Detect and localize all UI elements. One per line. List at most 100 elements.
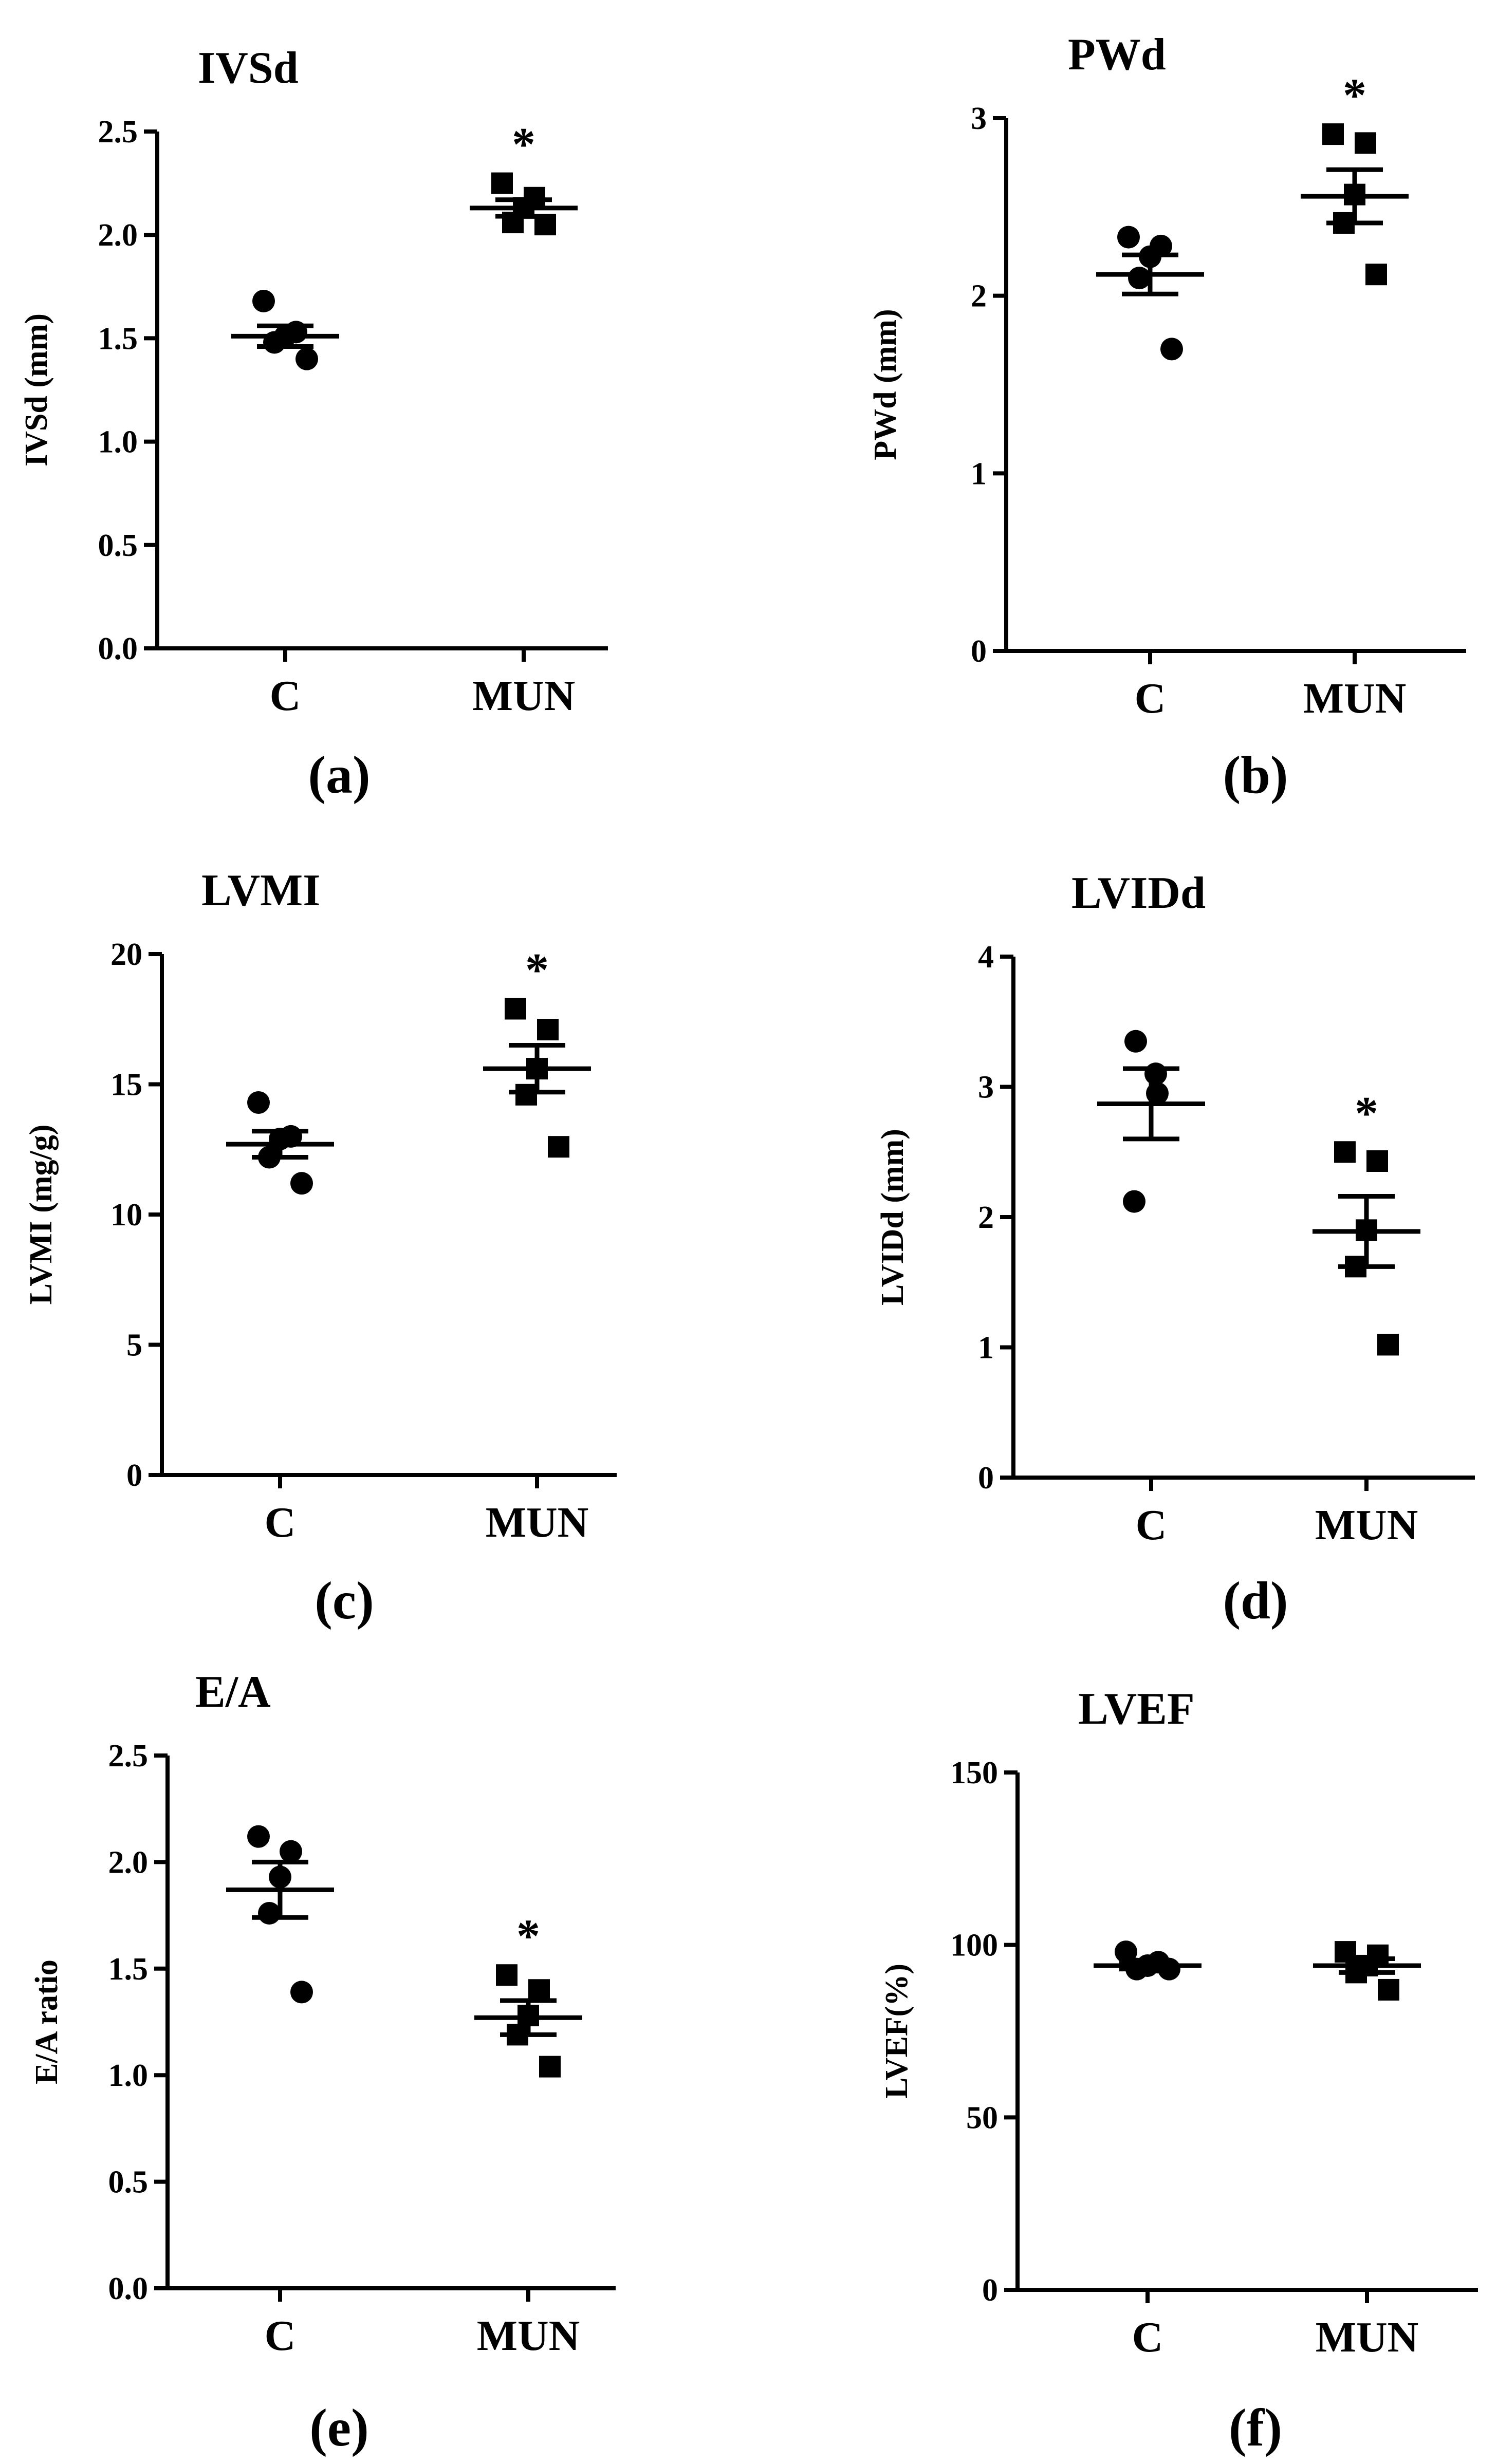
chart-title: LVMI	[201, 866, 320, 916]
data-point-square	[537, 1019, 559, 1041]
data-point-square	[1378, 1978, 1399, 2001]
y-axis-label: LVEF(%)	[879, 1964, 914, 2099]
chart-title: LVEF	[1078, 1684, 1195, 1734]
significance-marker: *	[525, 943, 549, 996]
y-tick-label: 1.5	[98, 321, 138, 356]
data-point-circle	[1124, 1030, 1147, 1053]
data-point-circle	[1160, 338, 1183, 361]
data-point-circle	[258, 1901, 281, 1925]
y-tick-label: 3	[971, 101, 987, 136]
y-tick-label: 20	[110, 937, 142, 972]
y-tick-label: 2.0	[98, 218, 138, 253]
y-tick-label: 2.5	[108, 1739, 149, 1774]
y-tick-label: 0	[126, 1458, 142, 1493]
y-tick-label: 0	[982, 2273, 998, 2308]
data-point-circle	[1117, 226, 1140, 249]
data-point-square	[1322, 123, 1344, 145]
y-tick-label: 5	[126, 1328, 142, 1363]
data-point-square	[1377, 1334, 1399, 1356]
y-tick-label: 15	[110, 1068, 142, 1103]
y-tick-label: 0.5	[108, 2165, 149, 2200]
x-tick-label: C	[270, 672, 301, 720]
data-point-square	[1365, 264, 1387, 286]
data-point-circle	[280, 1840, 302, 1863]
x-tick-label: MUN	[1316, 2313, 1419, 2361]
y-tick-label: 0	[971, 634, 987, 669]
data-point-circle	[290, 1172, 313, 1195]
x-tick-label: C	[1132, 2313, 1163, 2361]
y-axis-label: LVMI (mg/g)	[24, 1125, 59, 1305]
data-point-square	[491, 172, 513, 194]
data-point-square	[548, 1136, 569, 1158]
chart-panel: IVSd 0.0 0.5 1.0 1.5 2.0 2.5 IVSd (mm) C MUN * (a)	[19, 43, 608, 805]
x-tick-label: MUN	[477, 2312, 580, 2360]
data-point-square	[515, 1084, 537, 1106]
data-point-square	[1366, 1150, 1388, 1172]
data-point-circle	[290, 1981, 313, 2004]
y-tick-label: 3	[978, 1070, 994, 1105]
y-tick-label: 1.0	[108, 2058, 149, 2093]
data-point-circle	[295, 347, 318, 370]
data-point-square	[528, 1979, 550, 2001]
significance-marker: *	[1355, 1087, 1378, 1139]
data-point-circle	[252, 289, 275, 312]
y-tick-label: 4	[978, 940, 994, 975]
x-tick-label: C	[1136, 1501, 1167, 1549]
chart-title: IVSd	[198, 43, 299, 93]
y-axis-label: IVSd (mm)	[19, 313, 54, 466]
y-axis-label: E/A ratio	[29, 1959, 64, 2084]
y-tick-label: 0.0	[108, 2271, 149, 2306]
data-point-square	[1334, 1141, 1356, 1163]
data-point-circle	[1144, 1062, 1167, 1086]
x-tick-label: C	[265, 2312, 296, 2360]
y-tick-label: 10	[110, 1198, 142, 1233]
y-tick-label: 0.0	[98, 631, 138, 666]
panel-label: (c)	[315, 1571, 374, 1630]
y-tick-label: 1	[978, 1331, 994, 1366]
panel-label: (e)	[309, 2398, 368, 2457]
data-point-circle	[1115, 1940, 1137, 1964]
y-tick-label: 1.5	[108, 1952, 149, 1987]
y-axis-label: LVIDd (mm)	[875, 1129, 910, 1305]
y-tick-label: 2.5	[98, 115, 138, 150]
data-point-circle	[1128, 267, 1151, 290]
x-tick-label: C	[1135, 675, 1166, 722]
data-point-square	[505, 998, 526, 1020]
data-point-circle	[247, 1091, 270, 1114]
data-point-square	[539, 2056, 561, 2078]
chart-panel: E/A 0.0 0.5 1.0 1.5 2.0 2.5 E/A ratio C MUN * (e)	[29, 1667, 616, 2457]
data-point-square	[1355, 132, 1376, 154]
panel-label: (b)	[1223, 745, 1288, 805]
chart-panel: LVEF 0 50 100 150 LVEF(%) C MUN (f)	[879, 1684, 1478, 2457]
chart-panel: PWd 0 1 2 3 PWd (mm) C MUN * (b)	[868, 30, 1466, 805]
data-point-circle	[1123, 1190, 1145, 1213]
chart-title: E/A	[195, 1667, 271, 1717]
y-tick-label: 2	[971, 279, 987, 314]
panel-label: (f)	[1229, 2398, 1282, 2457]
significance-marker: *	[516, 1910, 540, 1962]
x-tick-label: MUN	[472, 672, 576, 720]
y-tick-label: 2	[978, 1200, 994, 1235]
chart-panel: LVIDd 0 1 2 3 4 LVIDd (mm) C MUN * (d)	[875, 868, 1475, 1630]
x-tick-label: MUN	[1315, 1501, 1418, 1549]
data-point-circle	[247, 1825, 270, 1848]
panel-label: (a)	[308, 745, 370, 805]
y-tick-label: 0.5	[98, 528, 138, 563]
significance-marker: *	[1343, 69, 1366, 121]
chart-panel: LVMI 0 5 10 15 20 LVMI (mg/g) C MUN * (c)	[24, 866, 617, 1630]
y-axis-label: PWd (mm)	[868, 309, 903, 460]
chart-title: LVIDd	[1071, 868, 1206, 918]
y-tick-label: 100	[950, 1928, 998, 1963]
chart-title: PWd	[1068, 30, 1166, 80]
y-tick-label: 2.0	[108, 1845, 149, 1880]
significance-marker: *	[512, 118, 535, 171]
panel-label: (d)	[1223, 1571, 1288, 1630]
data-point-square	[496, 1964, 518, 1986]
y-tick-label: 1	[971, 456, 987, 491]
x-tick-label: MUN	[1303, 675, 1407, 722]
x-tick-label: C	[265, 1499, 296, 1546]
y-tick-label: 0	[978, 1461, 994, 1496]
y-tick-label: 50	[966, 2100, 998, 2135]
x-tick-label: MUN	[486, 1499, 589, 1546]
